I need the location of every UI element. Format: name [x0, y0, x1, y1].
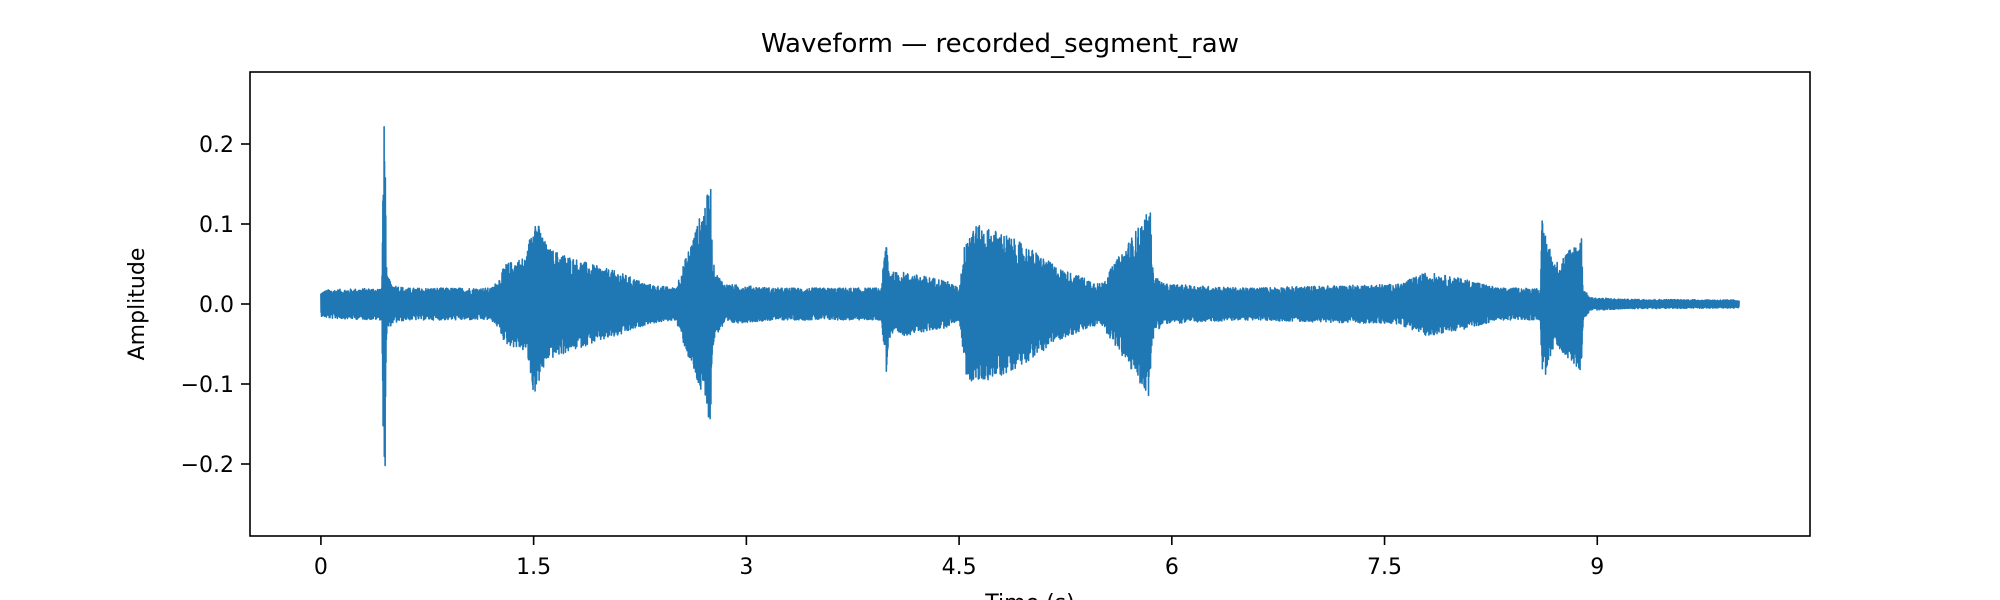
chart-title: Waveform — recorded_segment_raw	[761, 29, 1239, 59]
x-axis-ticks: 0 1.5 3 4.5 6 7.5 9	[314, 536, 1604, 580]
y-tick-label: 0.0	[199, 293, 234, 318]
y-axis-label: Amplitude	[125, 248, 150, 361]
y-axis-ticks: −0.2 −0.1 0.0 0.1 0.2	[181, 133, 250, 478]
y-tick-label: −0.2	[181, 453, 234, 478]
x-tick-label: 0	[314, 555, 328, 580]
x-tick-label: 1.5	[516, 555, 551, 580]
y-tick-label: 0.2	[199, 133, 234, 158]
y-tick-label: 0.1	[199, 213, 234, 238]
y-tick-label: −0.1	[181, 373, 234, 398]
waveform-series	[320, 126, 1740, 467]
x-axis-label: Time (s)	[984, 591, 1074, 600]
x-tick-label: 3	[739, 555, 753, 580]
x-tick-label: 4.5	[942, 555, 977, 580]
x-tick-label: 6	[1165, 555, 1179, 580]
x-tick-label: 7.5	[1367, 555, 1402, 580]
waveform-line	[320, 126, 1740, 467]
x-tick-label: 9	[1590, 555, 1604, 580]
